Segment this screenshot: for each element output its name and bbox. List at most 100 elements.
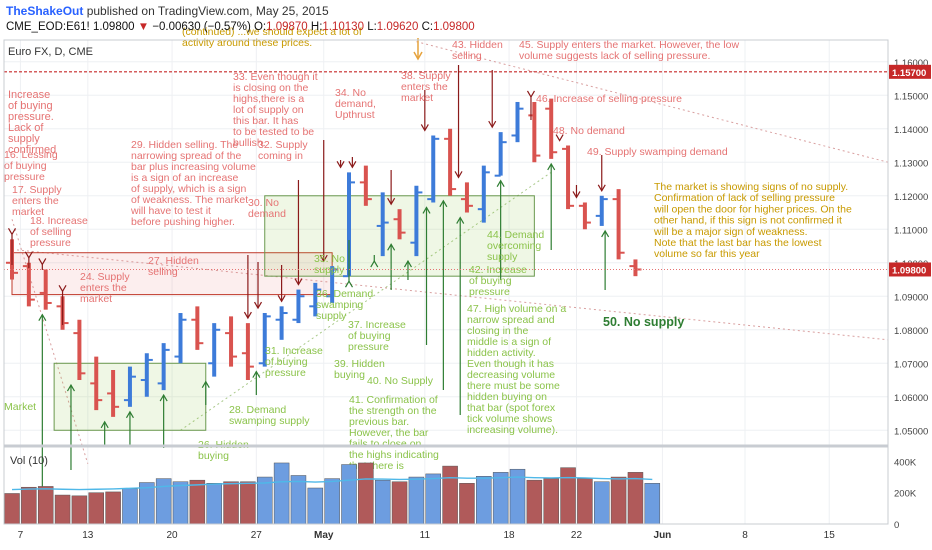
volume-bar bbox=[476, 476, 492, 525]
high-label: H: bbox=[310, 21, 323, 33]
annotation-text: 37. Increase of buying pressure bbox=[348, 319, 406, 353]
price-label: 1.15700 bbox=[892, 68, 926, 79]
arrow-head bbox=[253, 301, 263, 310]
volume-bar bbox=[324, 478, 340, 525]
axes: 1.050001.060001.070001.080001.090001.100… bbox=[3, 39, 931, 541]
volume-bar bbox=[594, 481, 610, 525]
trend-line bbox=[180, 171, 552, 431]
trendlines bbox=[11, 41, 889, 464]
volume-bar bbox=[37, 486, 54, 525]
annotation-text: 24. Supply enters the market bbox=[80, 271, 130, 305]
y-tick-label: 1.13000 bbox=[894, 158, 928, 169]
annotation-text: 16. Lessing of buying pressure bbox=[4, 149, 58, 183]
volume-bar bbox=[54, 494, 71, 525]
arrow-head bbox=[348, 161, 357, 169]
publisher-name[interactable]: TheShakeOut bbox=[6, 4, 84, 18]
volume-bar bbox=[492, 472, 509, 525]
y-tick-label: 1.16000 bbox=[894, 58, 928, 69]
volume-ma-line bbox=[11, 476, 653, 491]
annotation-text: 35. No supply bbox=[314, 253, 345, 276]
volume-bar bbox=[442, 465, 458, 525]
volume-bar bbox=[223, 481, 239, 525]
price-label-box bbox=[889, 262, 931, 277]
x-tick-label: 11 bbox=[420, 530, 431, 541]
volume-bar bbox=[374, 479, 391, 525]
annotation-text: 31. Increase of buying pressure bbox=[265, 345, 323, 379]
volume-bar bbox=[139, 482, 155, 525]
volume-label: Vol (10) bbox=[10, 455, 48, 467]
annotation-text: 45. Supply enters the market. However, t… bbox=[519, 39, 739, 62]
y-tick-label: 1.15000 bbox=[894, 91, 928, 102]
x-tick-label: Jun bbox=[654, 530, 672, 541]
volume-bar bbox=[155, 478, 172, 525]
annotation-text: 17. Supply enters the market bbox=[12, 184, 62, 218]
volume-bar bbox=[610, 476, 627, 525]
quote-line: CME_EOD:E61! 1.09800 ▼ −0.00630 (−0.57%)… bbox=[6, 21, 475, 33]
arrow-head bbox=[66, 383, 75, 392]
annotation-text: 41. Confirmation of the strength on the pr… bbox=[349, 394, 439, 472]
x-tick-label: 8 bbox=[742, 530, 748, 541]
arrow-head bbox=[58, 284, 67, 293]
annotation-text: 39. Hidden buying bbox=[334, 358, 385, 381]
arrow-head bbox=[38, 258, 47, 266]
annotation-text: 48. No demand bbox=[553, 125, 625, 137]
y-tick-label: 1.11000 bbox=[894, 225, 928, 236]
annotation-text: Market bbox=[4, 401, 36, 413]
arrow-head bbox=[555, 134, 564, 142]
y-tick-label: 1.12000 bbox=[894, 192, 928, 203]
annotation-text: 27. Hidden selling bbox=[148, 255, 199, 278]
x-tick-label: May bbox=[314, 530, 334, 541]
annotations: Increase of buying pressure. Lack of supply c… bbox=[4, 26, 852, 472]
volume-bar bbox=[577, 478, 593, 525]
arrow-head bbox=[526, 90, 535, 99]
annotation-text: 46. Increase of selling pressure bbox=[536, 93, 682, 105]
symbol: CME_EOD:E61! bbox=[6, 21, 90, 33]
price-levels bbox=[4, 71, 888, 270]
price-change: −0.00630 (−0.57%) bbox=[152, 21, 251, 33]
volume-bar bbox=[122, 488, 138, 525]
volume-bar bbox=[71, 495, 88, 525]
arrow-head bbox=[370, 259, 379, 268]
low-label: L: bbox=[367, 21, 377, 33]
y-tick-label: 1.09000 bbox=[894, 292, 928, 303]
y-tick-label: 1.05000 bbox=[894, 426, 928, 437]
market-note: The market is showing signs of no supply… bbox=[653, 181, 852, 260]
arrow-head bbox=[387, 197, 396, 206]
volume-bar bbox=[425, 473, 441, 525]
open-label: O: bbox=[253, 21, 267, 33]
annotation-text: 50. No supply bbox=[603, 315, 684, 329]
arrow-head bbox=[597, 184, 606, 192]
chart-title: Euro FX, D, CME bbox=[8, 46, 93, 58]
annotation-text: 43. Hidden selling bbox=[452, 39, 503, 62]
arrow-head bbox=[7, 228, 17, 236]
volume-bar bbox=[408, 476, 425, 525]
arrow-head bbox=[387, 243, 396, 251]
arrow-head bbox=[547, 162, 556, 171]
annotation-text: 33. Even though it is closing on the highs… bbox=[233, 71, 318, 149]
annotation-text: 29. Hidden selling. The narrowing spread … bbox=[130, 139, 256, 228]
vol-tick-label: 0 bbox=[894, 520, 899, 531]
y-tick-label: 1.06000 bbox=[894, 393, 928, 404]
x-tick-label: 27 bbox=[251, 530, 263, 541]
volume-bar bbox=[88, 492, 104, 525]
arrow-head bbox=[243, 311, 252, 320]
volume-bar bbox=[189, 479, 206, 525]
arrow-head bbox=[456, 216, 465, 224]
arrow-head bbox=[403, 259, 412, 268]
arrow-head bbox=[572, 191, 581, 199]
annotation-text: 36. Demand swamping supply bbox=[316, 288, 373, 322]
volume-bar bbox=[273, 462, 290, 525]
volume-bar bbox=[290, 475, 307, 525]
volume-bar bbox=[307, 487, 324, 525]
annotation-arrows bbox=[7, 38, 610, 520]
down-triangle-icon: ▼ bbox=[137, 21, 150, 33]
last-price: 1.09800 bbox=[92, 21, 135, 33]
volume-bar bbox=[257, 476, 273, 525]
volume-bar bbox=[105, 491, 121, 525]
volume-bar bbox=[341, 464, 357, 525]
arrow-head bbox=[454, 171, 463, 179]
x-tick-label: 13 bbox=[82, 530, 94, 541]
y-tick-label: 1.14000 bbox=[894, 125, 928, 136]
volume-bar bbox=[240, 481, 256, 525]
